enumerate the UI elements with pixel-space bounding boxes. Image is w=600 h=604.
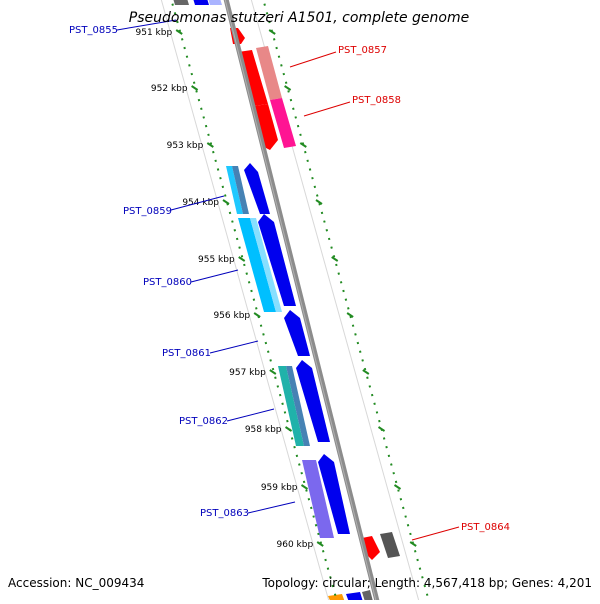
kbp-tick-label: 955 kbp bbox=[198, 255, 235, 265]
kbp-tick-label: 956 kbp bbox=[213, 311, 250, 321]
gene-pst-0857-light bbox=[256, 46, 282, 100]
gene-label-pst-0862[interactable]: PST_0862 bbox=[179, 416, 228, 427]
outer-tick-mark bbox=[300, 484, 309, 490]
gene-label-leader-line bbox=[190, 269, 239, 283]
gene-pst-0864 bbox=[362, 536, 380, 560]
gene-label-leader-line bbox=[116, 19, 177, 31]
gene-feature-bottom-gray bbox=[362, 590, 373, 600]
gene-pst-0860-cyan bbox=[238, 218, 276, 312]
gene-pst-0864-gray bbox=[380, 532, 400, 558]
gene-pst-0858-magenta bbox=[270, 98, 296, 148]
outer-tick-mark bbox=[222, 199, 230, 205]
gene-feature-top-lightblue bbox=[208, 0, 222, 5]
gene-pst-0858 bbox=[254, 104, 278, 150]
map-layer bbox=[160, 0, 430, 600]
kbp-tick-label: 953 kbp bbox=[167, 141, 204, 151]
inner-tick-mark bbox=[409, 541, 417, 547]
outer-tick-mark bbox=[284, 426, 293, 432]
gene-pst-0863-purple bbox=[302, 460, 334, 538]
kbp-scale-labels: 951 kbp 952 kbp 953 kbp 954 kbp 955 kbp 956 k… bbox=[136, 28, 314, 550]
kbp-tick-label: 958 kbp bbox=[245, 425, 282, 435]
inner-tick-mark bbox=[299, 142, 307, 148]
kbp-tick-label: 952 kbp bbox=[151, 84, 188, 94]
outer-tick-mark bbox=[238, 256, 246, 262]
inner-tick-mark bbox=[315, 199, 323, 205]
gene-feature-bottom-blue bbox=[346, 592, 363, 600]
kbp-tick-label: 960 kbp bbox=[277, 540, 314, 550]
tick-track-outer bbox=[170, 0, 338, 600]
inner-major-ticks bbox=[268, 29, 417, 547]
gene-pst-0859-steel bbox=[232, 166, 249, 214]
gene-label-pst-0855[interactable]: PST_0855 bbox=[69, 25, 118, 36]
gene-label-pst-0861[interactable]: PST_0861 bbox=[162, 348, 211, 359]
gene-feature-bottom-orange bbox=[328, 594, 345, 600]
kbp-tick-label: 954 kbp bbox=[182, 198, 219, 208]
kbp-tick-label: 957 kbp bbox=[229, 368, 266, 378]
outer-tick-mark bbox=[175, 29, 183, 35]
gene-feature-top-gray bbox=[173, 0, 189, 5]
outer-tick-mark bbox=[206, 142, 214, 148]
gene-label-leader-line bbox=[226, 408, 275, 422]
gene-label-leader-line bbox=[247, 501, 296, 514]
gene-label-pst-0859[interactable]: PST_0859 bbox=[123, 206, 172, 217]
inner-tick-mark bbox=[377, 426, 386, 432]
inner-tick-mark bbox=[393, 484, 402, 490]
gene-feature-top-blue bbox=[193, 0, 209, 5]
gene-pst-0861-arrow bbox=[284, 310, 310, 356]
gene-label-leader-line bbox=[411, 526, 460, 541]
gene-label-pst-0858[interactable]: PST_0858 bbox=[352, 95, 401, 106]
kbp-tick-label: 951 kbp bbox=[136, 28, 173, 38]
gene-labels: PST_0855 PST_0857 PST_0858 PST_0859 PST_0860… bbox=[69, 19, 510, 541]
gene-pst-0860-lightcyan bbox=[250, 218, 282, 312]
gene-label-leader-line bbox=[209, 340, 259, 354]
gene-label-pst-0864[interactable]: PST_0864 bbox=[461, 522, 510, 533]
outer-tick-mark bbox=[316, 541, 324, 547]
gene-label-pst-0860[interactable]: PST_0860 bbox=[143, 277, 192, 288]
inner-tick-mark bbox=[268, 29, 276, 35]
gene-pst-0859-arrow bbox=[244, 163, 270, 214]
gene-pst-0859-cyan bbox=[226, 166, 243, 214]
kbp-tick-label: 959 kbp bbox=[261, 483, 298, 493]
gene-label-leader-line bbox=[289, 51, 337, 68]
genome-summary-text: Topology: circular; Length: 4,567,418 bp… bbox=[261, 576, 592, 590]
genome-backbone bbox=[223, 0, 380, 600]
gene-label-pst-0857[interactable]: PST_0857 bbox=[338, 45, 387, 56]
gene-label-leader-line bbox=[170, 195, 225, 211]
outer-tick-mark bbox=[269, 369, 277, 375]
gene-label-pst-0863[interactable]: PST_0863 bbox=[200, 508, 249, 519]
inner-tick-mark bbox=[284, 85, 292, 91]
accession-text: Accession: NC_009434 bbox=[8, 576, 144, 590]
inner-tick-mark bbox=[331, 256, 339, 262]
gene-pst-0862-arrow bbox=[296, 360, 330, 442]
gene-pst-0863-arrow bbox=[318, 454, 350, 534]
gene-pst-0860-arrow bbox=[258, 214, 296, 306]
inner-tick-mark bbox=[346, 312, 354, 318]
outer-tick-mark bbox=[253, 312, 261, 318]
page-title: Pseudomonas stutzeri A1501, complete gen… bbox=[129, 10, 469, 26]
gene-pst-0857 bbox=[238, 50, 268, 106]
gene-pst-0862-steel bbox=[286, 366, 310, 446]
tick-track-inner bbox=[262, 0, 430, 600]
gene-pst-0862-teal bbox=[278, 366, 304, 446]
outer-major-ticks bbox=[175, 29, 324, 547]
inner-tick-mark bbox=[362, 369, 370, 375]
outer-tick-mark bbox=[191, 85, 199, 91]
gene-label-leader-line bbox=[303, 101, 351, 117]
genome-backbone-highlight bbox=[224, 0, 377, 600]
